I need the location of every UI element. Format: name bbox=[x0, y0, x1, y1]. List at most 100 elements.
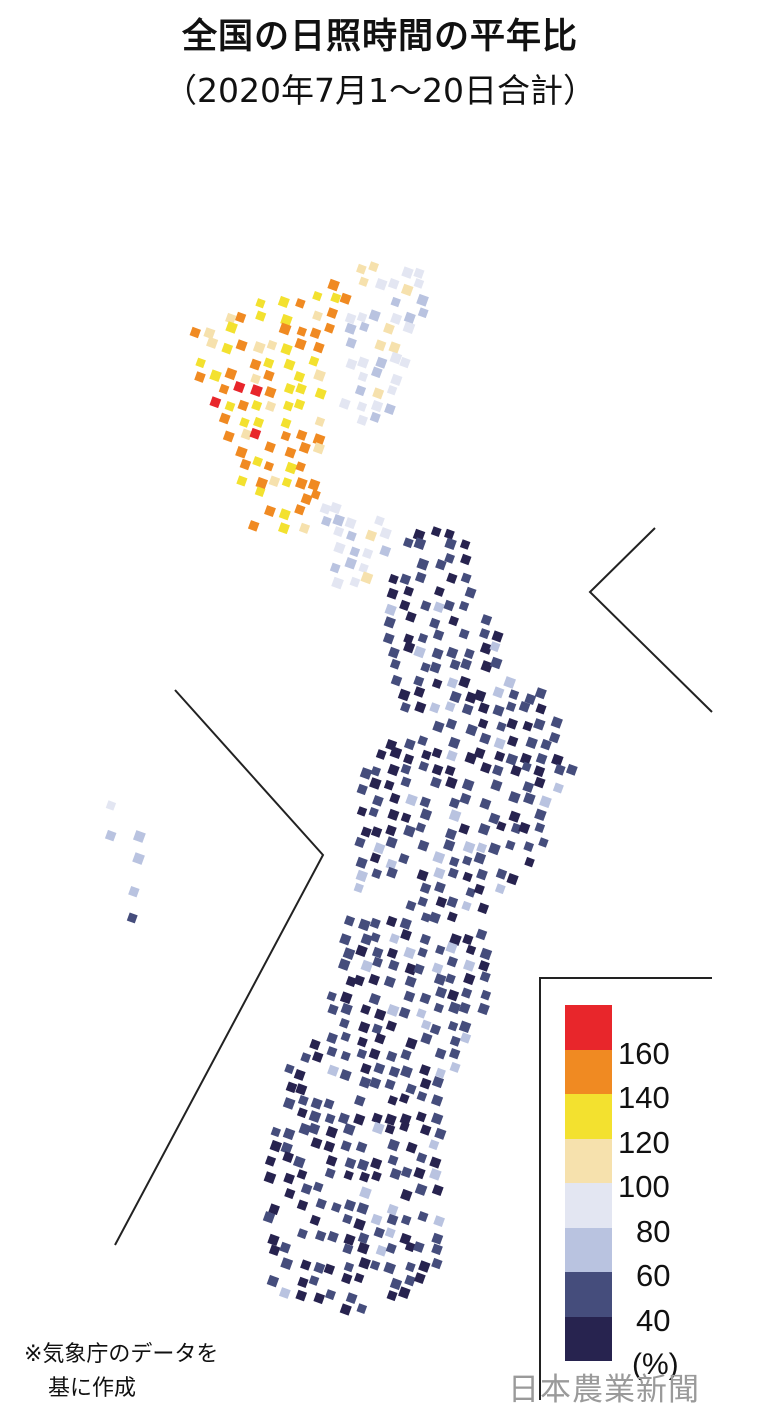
station-marker bbox=[429, 702, 441, 714]
station-marker bbox=[418, 1260, 431, 1273]
station-marker bbox=[417, 307, 429, 319]
station-marker bbox=[389, 1167, 402, 1180]
station-marker bbox=[375, 1244, 388, 1257]
station-marker bbox=[342, 1213, 353, 1225]
station-marker bbox=[492, 704, 505, 717]
station-marker bbox=[300, 1052, 312, 1063]
station-marker bbox=[340, 1050, 351, 1062]
station-marker bbox=[403, 946, 416, 960]
station-marker bbox=[431, 1243, 443, 1256]
station-marker bbox=[416, 1152, 428, 1164]
station-marker bbox=[240, 428, 253, 441]
station-marker bbox=[477, 718, 489, 729]
station-marker bbox=[479, 732, 492, 745]
station-marker bbox=[494, 750, 506, 762]
station-marker bbox=[280, 1141, 293, 1155]
station-marker bbox=[282, 1097, 296, 1110]
station-marker bbox=[308, 1275, 320, 1286]
station-marker bbox=[222, 430, 235, 443]
station-marker bbox=[389, 351, 403, 365]
station-marker bbox=[494, 883, 506, 895]
station-marker bbox=[308, 1122, 321, 1135]
station-marker bbox=[369, 852, 381, 864]
station-marker bbox=[283, 358, 296, 371]
station-marker bbox=[296, 326, 308, 337]
station-marker bbox=[400, 1188, 413, 1202]
station-marker bbox=[339, 933, 352, 946]
station-marker bbox=[412, 1241, 425, 1253]
station-marker bbox=[295, 429, 308, 441]
station-marker bbox=[443, 599, 455, 612]
station-marker bbox=[206, 336, 219, 349]
station-marker bbox=[428, 1139, 440, 1151]
station-marker bbox=[503, 676, 517, 689]
station-marker bbox=[533, 718, 546, 731]
station-marker bbox=[370, 366, 383, 379]
station-marker bbox=[565, 763, 578, 776]
station-marker bbox=[465, 723, 478, 737]
station-marker bbox=[463, 972, 476, 986]
station-marker bbox=[343, 1233, 356, 1246]
station-marker bbox=[373, 842, 386, 855]
station-marker bbox=[295, 1083, 308, 1096]
station-marker bbox=[462, 855, 473, 866]
station-marker bbox=[398, 853, 410, 865]
station-marker bbox=[444, 765, 456, 776]
station-marker bbox=[390, 674, 403, 687]
station-marker bbox=[297, 1095, 309, 1106]
station-marker bbox=[403, 641, 416, 654]
station-marker bbox=[458, 600, 470, 612]
station-marker bbox=[389, 792, 401, 804]
station-marker bbox=[236, 475, 248, 487]
station-marker bbox=[435, 896, 448, 908]
station-marker bbox=[369, 1260, 381, 1271]
station-marker bbox=[234, 311, 247, 324]
station-marker bbox=[521, 761, 532, 772]
station-marker bbox=[493, 737, 506, 750]
station-marker bbox=[375, 749, 387, 760]
station-marker bbox=[194, 371, 206, 383]
station-marker bbox=[386, 385, 398, 396]
station-marker bbox=[370, 400, 384, 413]
station-marker bbox=[295, 1289, 308, 1302]
station-marker bbox=[225, 321, 238, 334]
station-marker bbox=[505, 701, 517, 712]
station-marker bbox=[386, 1213, 399, 1226]
station-marker bbox=[359, 321, 370, 333]
station-marker bbox=[268, 475, 281, 488]
station-marker bbox=[315, 1198, 327, 1210]
station-marker bbox=[262, 1211, 276, 1224]
station-marker bbox=[399, 599, 411, 611]
station-marker bbox=[263, 461, 275, 472]
station-marker bbox=[398, 1006, 411, 1019]
station-marker bbox=[405, 1141, 418, 1154]
station-marker bbox=[247, 520, 260, 532]
station-marker bbox=[282, 400, 294, 412]
station-marker bbox=[462, 871, 473, 883]
station-marker bbox=[389, 658, 401, 670]
station-marker bbox=[430, 526, 442, 537]
station-marker bbox=[314, 387, 327, 400]
station-marker bbox=[491, 630, 504, 643]
station-marker bbox=[431, 1076, 445, 1089]
station-marker bbox=[420, 1019, 432, 1031]
station-marker bbox=[298, 1122, 312, 1136]
station-marker bbox=[385, 1050, 398, 1063]
station-marker bbox=[488, 812, 501, 825]
station-marker bbox=[356, 414, 368, 426]
station-marker bbox=[308, 355, 320, 367]
station-marker bbox=[400, 1065, 413, 1079]
station-marker bbox=[465, 887, 476, 898]
station-marker bbox=[266, 1274, 280, 1288]
station-marker bbox=[385, 836, 398, 849]
station-marker bbox=[519, 752, 532, 765]
station-marker bbox=[389, 1277, 403, 1291]
station-marker bbox=[463, 648, 475, 660]
source-note-line: 基に作成 bbox=[48, 1376, 137, 1401]
station-marker bbox=[251, 399, 263, 412]
station-marker bbox=[403, 753, 415, 765]
station-marker bbox=[419, 933, 431, 945]
station-marker bbox=[433, 867, 446, 880]
station-marker bbox=[400, 702, 411, 713]
